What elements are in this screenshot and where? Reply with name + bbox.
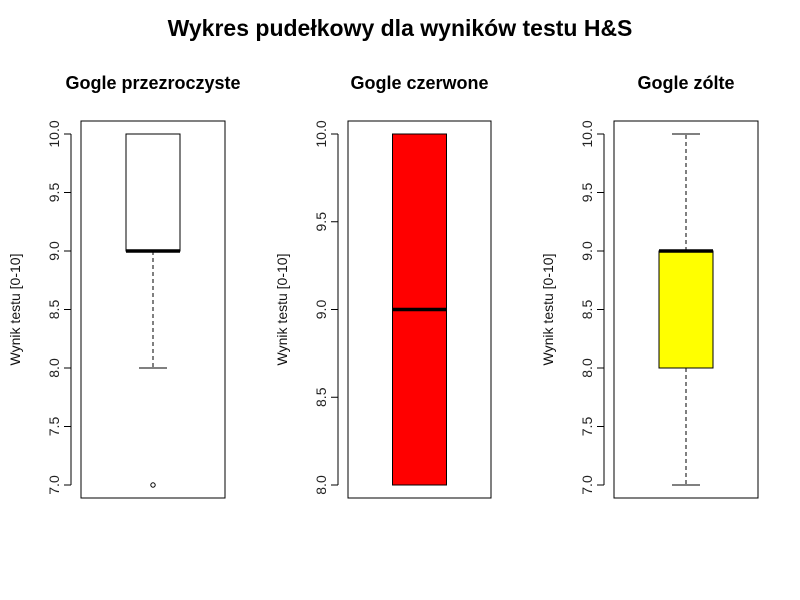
panel-2-y-tick-label: 8.5 bbox=[313, 387, 329, 407]
panel-3-y-tick-label: 9.0 bbox=[579, 241, 595, 261]
panel-1-frame bbox=[80, 120, 226, 499]
panel-3-y-tick-label: 8.5 bbox=[579, 300, 595, 320]
panel-2-y-tick-label: 8.0 bbox=[313, 475, 329, 495]
panel-3-y-tick-label: 10.0 bbox=[579, 120, 595, 147]
panel-2-y-tick-label: 9.0 bbox=[313, 300, 329, 320]
panel-3-y-tick-label: 8.0 bbox=[579, 358, 595, 378]
panel-3-frame bbox=[613, 120, 759, 499]
panel-2-y-axis-label: Wynik testu [0-10] bbox=[274, 254, 290, 366]
panel-1-y-tick-label: 9.0 bbox=[46, 241, 62, 261]
panel-3-y-tick-label: 7.0 bbox=[579, 475, 595, 495]
panel-1-y-axis-label: Wynik testu [0-10] bbox=[7, 254, 23, 366]
chart-title: Wykres pudełkowy dla wyników testu H&S bbox=[168, 15, 633, 41]
panel-3-y-axis-label: Wynik testu [0-10] bbox=[540, 254, 556, 366]
panel-3-title: Gogle zólte bbox=[637, 73, 734, 93]
panel-3-box bbox=[658, 250, 714, 369]
panel-1-y-tick-label: 10.0 bbox=[46, 120, 62, 147]
panel-1-box bbox=[125, 133, 181, 252]
panel-1-y-tick-label: 7.5 bbox=[46, 417, 62, 437]
panel-3-y-tick-label: 9.5 bbox=[579, 183, 595, 203]
panel-3-y-tick-label: 7.5 bbox=[579, 417, 595, 437]
panel-1-title: Gogle przezroczyste bbox=[65, 73, 240, 93]
panel-2-title: Gogle czerwone bbox=[350, 73, 488, 93]
panel-1-y-tick-label: 9.5 bbox=[46, 183, 62, 203]
panel-1-y-tick-label: 7.0 bbox=[46, 475, 62, 495]
panel-1-y-tick-label: 8.0 bbox=[46, 358, 62, 378]
panel-2-frame bbox=[347, 120, 492, 499]
panel-1-outlier bbox=[150, 482, 156, 488]
panel-1-y-tick-label: 8.5 bbox=[46, 300, 62, 320]
panel-2-y-tick-label: 9.5 bbox=[313, 212, 329, 232]
panel-2-y-tick-label: 10.0 bbox=[313, 120, 329, 147]
